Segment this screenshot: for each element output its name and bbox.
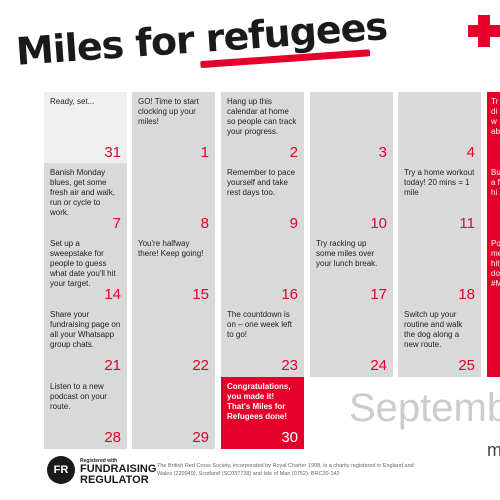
- cell-number: 24: [370, 357, 387, 374]
- cell-text: Ready, set...: [50, 97, 95, 106]
- cell-text: The countdown is on – one week left to g…: [227, 310, 292, 339]
- cell-number: 7: [112, 215, 121, 232]
- cell-number: 17: [370, 286, 387, 303]
- cell-text: You're halfway there! Keep going!: [138, 239, 204, 258]
- calendar-cell-21: Share your fundraising page on all your …: [44, 305, 127, 377]
- cell-text: Po me hit do #M: [491, 239, 500, 288]
- cell-text: Try racking up some miles over your lunc…: [316, 239, 378, 268]
- title-block: Miles for refugees: [14, 0, 389, 82]
- regulator-line-2: REGULATOR: [80, 474, 149, 486]
- calendar-cell-14: Set up a sweepstake for people to guess …: [44, 234, 127, 306]
- cell-text: [487, 305, 500, 310]
- calendar-cell-4: 4: [398, 92, 481, 164]
- calendar-cell-2: Hang up this calendar at home so people …: [221, 92, 304, 164]
- calendar-cell-18: 18: [398, 234, 481, 306]
- calendar-edge-cell: [487, 305, 500, 377]
- cell-text: Share your fundraising page on all your …: [50, 310, 121, 349]
- regulator-line-1: FUNDRAISING: [80, 463, 157, 475]
- tagline: m: [487, 440, 500, 460]
- cell-number: 10: [370, 215, 387, 232]
- cell-text: Hang up this calendar at home so people …: [227, 97, 297, 136]
- charity-footnote: The British Red Cross Society, incorpora…: [157, 463, 414, 477]
- calendar-cell-23: The countdown is on – one week left to g…: [221, 305, 304, 377]
- calendar-cell-1: GO! Time to start clocking up your miles…: [132, 92, 215, 164]
- cell-text: GO! Time to start clocking up your miles…: [138, 97, 199, 126]
- cell-number: 23: [281, 357, 298, 374]
- cell-number: 31: [104, 144, 121, 161]
- cell-number: 18: [458, 286, 475, 303]
- cell-number: 2: [289, 144, 298, 161]
- fundraising-regulator-logo-icon: FR: [47, 456, 75, 484]
- fundraising-regulator-text: Registered with FUNDRAISING REGULATOR: [80, 458, 156, 486]
- cell-text: Congratulations, you made it! That's Mil…: [227, 382, 291, 421]
- cell-text: Listen to a new podcast on your route.: [50, 382, 107, 411]
- cell-text: Banish Monday blues, get some fresh air …: [50, 168, 115, 217]
- cell-text: Try a home workout today! 20 mins = 1 mi…: [404, 168, 475, 197]
- month-label: Septemb: [349, 386, 500, 430]
- calendar-cell-17: Try racking up some miles over your lunc…: [310, 234, 393, 306]
- calendar-cell-15: You're halfway there! Keep going! 15: [132, 234, 215, 306]
- calendar-cell-16: 16: [221, 234, 304, 306]
- cell-number: 30: [281, 429, 298, 446]
- cell-number: 21: [104, 357, 121, 374]
- registered-with-label: Registered with: [80, 458, 118, 464]
- calendar-cell-9: Remember to pace yourself and take rest …: [221, 163, 304, 235]
- cell-number: 15: [192, 286, 209, 303]
- calendar-cell-25: Switch up your routine and walk the dog …: [398, 305, 481, 377]
- cell-number: 25: [458, 357, 475, 374]
- cell-number: 11: [459, 215, 475, 232]
- calendar-cell-22: 22: [132, 305, 215, 377]
- cell-number: 4: [466, 144, 475, 161]
- cell-number: 8: [200, 215, 209, 232]
- cell-text: Switch up your routine and walk the dog …: [404, 310, 463, 349]
- calendar-edge-cell: Tr di w ab: [487, 92, 500, 164]
- cell-text: Set up a sweepstake for people to guess …: [50, 239, 116, 288]
- red-cross-logo-icon: [468, 15, 500, 47]
- calendar-cell-7: Banish Monday blues, get some fresh air …: [44, 163, 127, 235]
- calendar-cell-8: 8: [132, 163, 215, 235]
- cell-number: 14: [104, 286, 121, 303]
- calendar-cell-3: 3: [310, 92, 393, 164]
- cell-number: 29: [192, 429, 209, 446]
- cell-number: 9: [289, 215, 298, 232]
- cell-number: 28: [104, 429, 121, 446]
- calendar-cell-11: Try a home workout today! 20 mins = 1 mi…: [398, 163, 481, 235]
- cell-text: Tr di w ab: [491, 97, 500, 136]
- calendar-edge-cell: Bu a f hi: [487, 163, 500, 235]
- calendar-edge-cell: Po me hit do #M: [487, 234, 500, 306]
- calendar-cell-31: Ready, set... 31: [44, 92, 127, 164]
- title-part-1: Miles for: [14, 16, 208, 74]
- calendar-cell-24: 24: [310, 305, 393, 377]
- cell-number: 1: [200, 144, 209, 161]
- calendar-cell-30: Congratulations, you made it! That's Mil…: [221, 377, 304, 449]
- cell-number: 16: [281, 286, 298, 303]
- calendar-cell-10: 10: [310, 163, 393, 235]
- calendar-cell-28: Listen to a new podcast on your route. 28: [44, 377, 127, 449]
- cell-number: 3: [378, 144, 387, 161]
- cell-text: Bu a f hi: [491, 168, 500, 197]
- cell-number: 22: [192, 357, 209, 374]
- cell-text: Remember to pace yourself and take rest …: [227, 168, 296, 197]
- calendar-cell-29: 29: [132, 377, 215, 449]
